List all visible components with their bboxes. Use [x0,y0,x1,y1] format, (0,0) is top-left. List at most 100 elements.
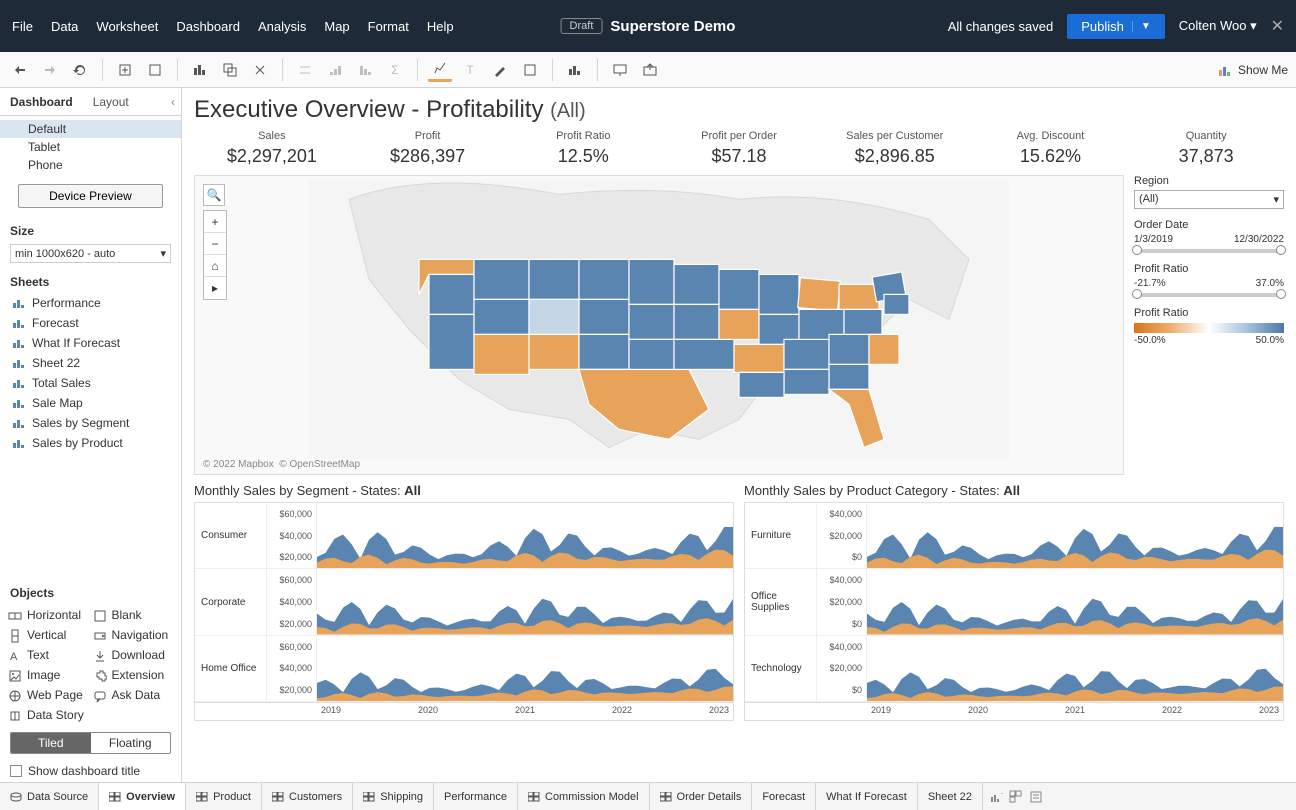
new-worksheet-icon[interactable]: + [989,790,1003,804]
sheet-tab[interactable]: Shipping [353,783,434,810]
sort-asc-icon[interactable] [323,58,347,82]
swap-icon[interactable] [293,58,317,82]
area-chart[interactable] [867,569,1283,634]
kpi-label: Profit per Order [661,130,817,142]
sheet-item[interactable]: Sheet 22 [4,353,177,373]
sheet-tab[interactable]: Performance [434,783,518,810]
sheet-tab[interactable]: Overview [99,783,186,810]
home-icon[interactable]: ⌂ [204,255,226,277]
area-chart[interactable] [317,636,733,701]
new-dashboard-icon[interactable] [1009,790,1023,804]
sheet-item[interactable]: Performance [4,293,177,313]
show-title-checkbox[interactable]: Show dashboard title [0,760,181,782]
sheet-item[interactable]: Sales by Product [4,433,177,453]
sheet-tab[interactable]: What If Forecast [816,783,918,810]
undo-icon[interactable] [8,58,32,82]
play-icon[interactable]: ▸ [204,277,226,299]
sheet-tab[interactable]: Product [186,783,262,810]
publish-button[interactable]: Publish ▼ [1067,14,1165,39]
sort-desc-icon[interactable] [353,58,377,82]
tiled-option[interactable]: Tiled [11,733,91,753]
sheet-item[interactable]: Sales by Segment [4,413,177,433]
device-preview-button[interactable]: Device Preview [18,184,163,208]
object-item[interactable]: Horizontal [8,606,89,624]
zoom-in-icon[interactable]: + [204,211,226,233]
row-label: Consumer [195,503,267,568]
object-label: Text [27,648,49,662]
y-axis: $40,000$20,000$0 [817,569,867,634]
format-icon[interactable] [488,58,512,82]
device-tablet[interactable]: Tablet [0,138,181,156]
tile-float-toggle[interactable]: Tiled Floating [10,732,171,754]
zoom-out-icon[interactable]: − [204,233,226,255]
date-slider[interactable] [1134,249,1284,253]
pause-icon[interactable] [143,58,167,82]
object-item[interactable]: Vertical [8,626,89,644]
duplicate-icon[interactable] [218,58,242,82]
tab-datasource[interactable]: Data Source [0,783,99,810]
sheet-tab[interactable]: Order Details [650,783,753,810]
menu-analysis[interactable]: Analysis [258,19,306,34]
object-item[interactable]: Web Page [8,686,89,704]
sheet-label: Sales by Product [32,436,123,450]
close-icon[interactable]: ✕ [1271,16,1284,36]
menu-map[interactable]: Map [324,19,349,34]
region-select[interactable]: (All)▾ [1134,190,1284,209]
publish-dropdown-icon[interactable]: ▼ [1132,21,1151,32]
highlight-icon[interactable] [428,58,452,82]
tab-layout[interactable]: Layout [83,88,139,115]
clear-icon[interactable] [248,58,272,82]
object-item[interactable]: Ask Data [93,686,174,704]
menu-file[interactable]: File [12,19,33,34]
presentation-icon[interactable] [608,58,632,82]
redo-icon[interactable] [38,58,62,82]
object-item[interactable]: Download [93,646,174,664]
show-me-button[interactable]: Show Me [1218,63,1288,77]
menu-format[interactable]: Format [368,19,409,34]
collapse-panel-icon[interactable]: ‹ [165,95,181,109]
ratio-slider[interactable] [1134,293,1284,297]
sheet-item[interactable]: Sale Map [4,393,177,413]
share-icon[interactable] [638,58,662,82]
fit-icon[interactable] [518,58,542,82]
sheet-item[interactable]: Total Sales [4,373,177,393]
object-item[interactable]: AText [8,646,89,664]
sheet-item[interactable]: What If Forecast [4,333,177,353]
object-item[interactable]: Extension [93,666,174,684]
object-label: Navigation [112,628,169,642]
map-search-icon[interactable]: 🔍 [203,184,225,206]
sheet-tab[interactable]: Customers [262,783,353,810]
area-chart[interactable] [317,503,733,568]
profit-map[interactable]: 🔍 + − ⌂ ▸ [194,175,1124,475]
device-default[interactable]: Default [0,120,181,138]
area-chart[interactable] [867,636,1283,701]
cards-icon[interactable] [563,58,587,82]
tab-dashboard[interactable]: Dashboard [0,88,83,115]
object-item[interactable]: Navigation [93,626,174,644]
object-item[interactable]: Image [8,666,89,684]
area-chart[interactable] [317,569,733,634]
area-chart[interactable] [867,503,1283,568]
totals-icon[interactable]: Σ [383,58,407,82]
sheet-tab[interactable]: Forecast [752,783,816,810]
sheet-item[interactable]: Forecast [4,313,177,333]
menu-worksheet[interactable]: Worksheet [96,19,158,34]
size-heading: Size [0,218,181,242]
revert-icon[interactable] [68,58,92,82]
menu-data[interactable]: Data [51,19,78,34]
new-datasource-icon[interactable] [113,58,137,82]
object-item[interactable]: Data Story [8,706,89,724]
labels-icon[interactable]: T [458,58,482,82]
sheet-tab[interactable]: Commission Model [518,783,650,810]
menu-dashboard[interactable]: Dashboard [176,19,240,34]
sheet-tab[interactable]: Sheet 22 [918,783,983,810]
floating-option[interactable]: Floating [91,733,171,753]
object-item[interactable]: Blank [93,606,174,624]
new-sheet-icon[interactable] [188,58,212,82]
menu-help[interactable]: Help [427,19,454,34]
device-phone[interactable]: Phone [0,156,181,174]
size-select[interactable]: min 1000x620 - auto ▾ [10,244,171,263]
sheet-label: Total Sales [32,376,91,390]
user-menu[interactable]: Colten Woo ▾ [1179,18,1257,34]
new-story-icon[interactable] [1029,790,1043,804]
